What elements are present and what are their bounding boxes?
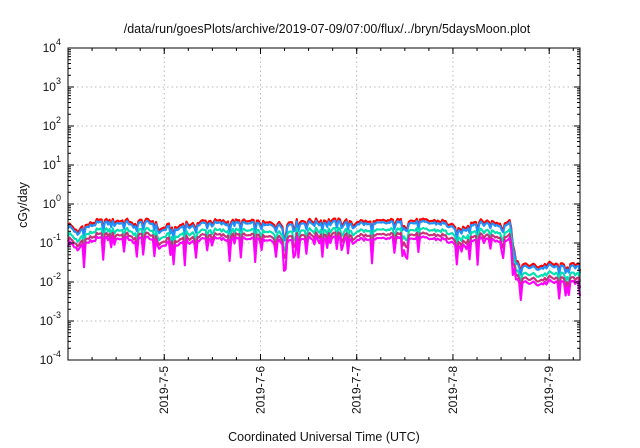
y-tick-label: 102 [43,115,61,133]
y-tick-label: 10-1 [40,232,61,250]
x-tick-label: 2019-7-5 [157,366,171,414]
axis-ticks: 10-4 10-3 10-2 10-1 100 101 102 103 104 2019-7-5 2… [40,37,580,414]
x-tick-label: 2019-7-7 [350,366,364,414]
x-axis-label: Coordinated Universal Time (UTC) [228,430,420,444]
y-tick-label: 10-3 [40,310,61,328]
grid-lines [68,48,580,360]
x-tick-label: 2019-7-6 [253,366,267,414]
y-tick-label: 101 [43,154,61,172]
y-tick-label: 10-4 [40,349,61,367]
x-tick-label: 2019-7-8 [446,366,460,414]
y-tick-label: 103 [43,76,61,94]
y-axis-label: cGy/day [16,181,30,228]
y-tick-label: 104 [43,37,61,55]
y-tick-label: 100 [43,193,61,211]
x-tick-label: 2019-7-9 [542,366,556,414]
chart-title: /data/run/goesPlots/archive/2019-07-09/0… [124,22,531,36]
series-layer [66,217,582,302]
y-tick-label: 10-2 [40,271,61,289]
series-line-5 [66,235,582,302]
series-line-2 [67,219,582,276]
series-line-3 [67,226,582,285]
